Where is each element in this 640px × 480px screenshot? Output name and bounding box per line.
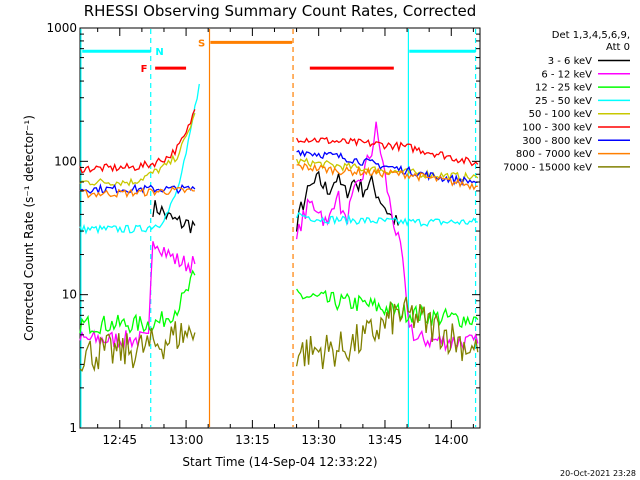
series-line-7-segment-0 <box>79 186 195 199</box>
chart-title: RHESSI Observing Summary Count Rates, Co… <box>84 2 477 20</box>
series-line-0-segment-0 <box>152 200 196 234</box>
x-tick-label-2: 13:15 <box>235 433 270 447</box>
flag-label-n: N <box>155 47 163 58</box>
series-line-1-segment-0 <box>79 241 196 349</box>
x-tick-label-3: 13:30 <box>301 433 336 447</box>
series-line-3-segment-1 <box>295 212 478 227</box>
legend-label-8: 7000 - 15000 keV <box>503 162 592 173</box>
legend-header-line-1: Det 1,3,4,5,6,9, <box>552 30 630 41</box>
y-tick-label-0: 1 <box>69 421 77 435</box>
legend-label-3: 25 - 50 keV <box>535 96 592 107</box>
flag-bars: N S F <box>82 38 476 75</box>
y-tick-label-1: 10 <box>62 288 77 302</box>
legend-label-4: 50 - 100 keV <box>529 109 593 120</box>
series-line-4-segment-1 <box>295 157 479 182</box>
series-line-4-segment-0 <box>79 112 196 187</box>
legend-label-1: 6 - 12 keV <box>541 69 592 80</box>
series-group <box>79 83 479 373</box>
x-tick-label-4: 13:45 <box>368 433 403 447</box>
vertical-marker-lines <box>80 29 477 427</box>
series-line-5-segment-1 <box>296 136 479 167</box>
x-tick-label-5: 14:00 <box>434 433 469 447</box>
y-tick-label-3: 1000 <box>46 21 77 35</box>
series-line-7-segment-1 <box>296 162 478 191</box>
x-tick-label-0: 12:45 <box>102 433 137 447</box>
series-line-8-segment-1 <box>295 296 479 370</box>
x-axis-label: Start Time (14-Sep-04 12:33:22) <box>182 455 377 469</box>
series-line-3-segment-0 <box>79 83 200 235</box>
legend-label-7: 800 - 7000 keV <box>516 149 592 160</box>
series-line-8-segment-0 <box>79 321 196 373</box>
legend-label-6: 300 - 800 keV <box>522 136 592 147</box>
x-tick-label-1: 13:00 <box>169 433 204 447</box>
flag-label-s: S <box>198 38 205 49</box>
legend-label-0: 3 - 6 keV <box>548 56 592 67</box>
legend: Det 1,3,4,5,6,9, Att 0 3 - 6 keV 6 - 12 k… <box>503 30 630 173</box>
legend-label-5: 100 - 300 keV <box>522 123 592 134</box>
timestamp: 20-Oct-2021 23:28 <box>560 469 636 478</box>
series-line-2-segment-0 <box>79 269 196 335</box>
y-axis-label: Corrected Count Rate (s⁻¹ detector⁻¹) <box>22 115 36 341</box>
plot-frame <box>79 27 481 429</box>
y-tick-label-2: 100 <box>54 154 77 168</box>
series-line-6-segment-1 <box>296 149 478 186</box>
series-line-2-segment-1 <box>296 288 479 329</box>
series-line-1-segment-1 <box>295 121 479 353</box>
series-line-0-segment-1 <box>295 170 399 232</box>
axis-ticks: 12:45 13:00 13:15 13:30 13:45 14:00 1 10 100 1000 <box>46 21 480 447</box>
flag-label-f: F <box>141 64 148 75</box>
series-line-5-segment-0 <box>79 109 196 174</box>
series-line-6-segment-0 <box>79 183 196 195</box>
legend-label-2: 12 - 25 keV <box>535 83 592 94</box>
legend-header-line-2: Att 0 <box>606 42 630 53</box>
